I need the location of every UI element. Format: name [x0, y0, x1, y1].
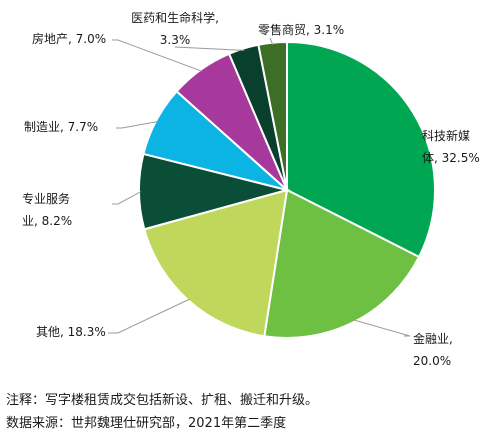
slice-label: 其他, 18.3%	[36, 325, 106, 339]
slice-label-line: 制造业, 7.7%	[24, 120, 98, 134]
pie-slice	[143, 188, 289, 338]
leader-line	[116, 121, 159, 129]
slice-label: 零售商贸, 3.1%	[258, 22, 344, 37]
footnotes: 注释：写字楼租赁成交包括新设、扩租、搬迁和升级。 数据来源：世邦魏理仕研究部，2…	[6, 389, 496, 435]
slice-label: 房地产, 7.0%	[32, 31, 106, 46]
slice-label-line: 3.3%	[160, 33, 191, 47]
pie-slice	[263, 188, 421, 339]
leader-line	[112, 39, 203, 72]
slice-label: 专业服务业, 8.2%	[22, 191, 72, 228]
slice-label-line: 体, 32.5%	[422, 151, 480, 165]
slice-label-line: 科技新媒	[422, 128, 470, 143]
slice-label-line: 房地产, 7.0%	[32, 31, 106, 46]
pie-slices	[138, 40, 436, 339]
leader-lines	[108, 37, 411, 337]
slice-label-line: 零售商贸, 3.1%	[258, 22, 344, 37]
leader-line	[108, 298, 191, 334]
slice-label: 医药和生命科学, 3.3%	[131, 10, 219, 47]
slice-label-line: 医药和生命科学,	[131, 10, 219, 25]
leader-line	[112, 191, 142, 205]
slice-label: 金融业, 20.0%	[413, 331, 453, 368]
slice-label-line: 专业服务	[22, 191, 70, 206]
leader-line	[269, 37, 274, 45]
note-text: 注释：写字楼租赁成交包括新设、扩租、搬迁和升级。	[6, 393, 319, 408]
pie-chart: 科技新媒体, 32.5% 金融业, 20.0% 其他, 18.3% 专业服务业, 8.2…	[22, 10, 480, 368]
leader-line	[353, 319, 411, 337]
slice-label-line: 业, 8.2%	[22, 214, 72, 228]
slice-label: 制造业, 7.7%	[24, 120, 98, 134]
pie-slice	[257, 40, 288, 191]
slice-label-line: 其他, 18.3%	[36, 325, 106, 339]
slice-label: 科技新媒体, 32.5%	[422, 128, 480, 165]
slice-label-line: 金融业,	[413, 331, 453, 346]
slice-label-line: 20.0%	[413, 354, 451, 368]
source-text: 数据来源：世邦魏理仕研究部，2021年第二季度	[6, 416, 287, 431]
leader-line	[174, 46, 245, 51]
pie-slice	[286, 40, 436, 259]
slice-labels: 科技新媒体, 32.5% 金融业, 20.0% 其他, 18.3% 专业服务业, 8.2…	[22, 10, 480, 368]
